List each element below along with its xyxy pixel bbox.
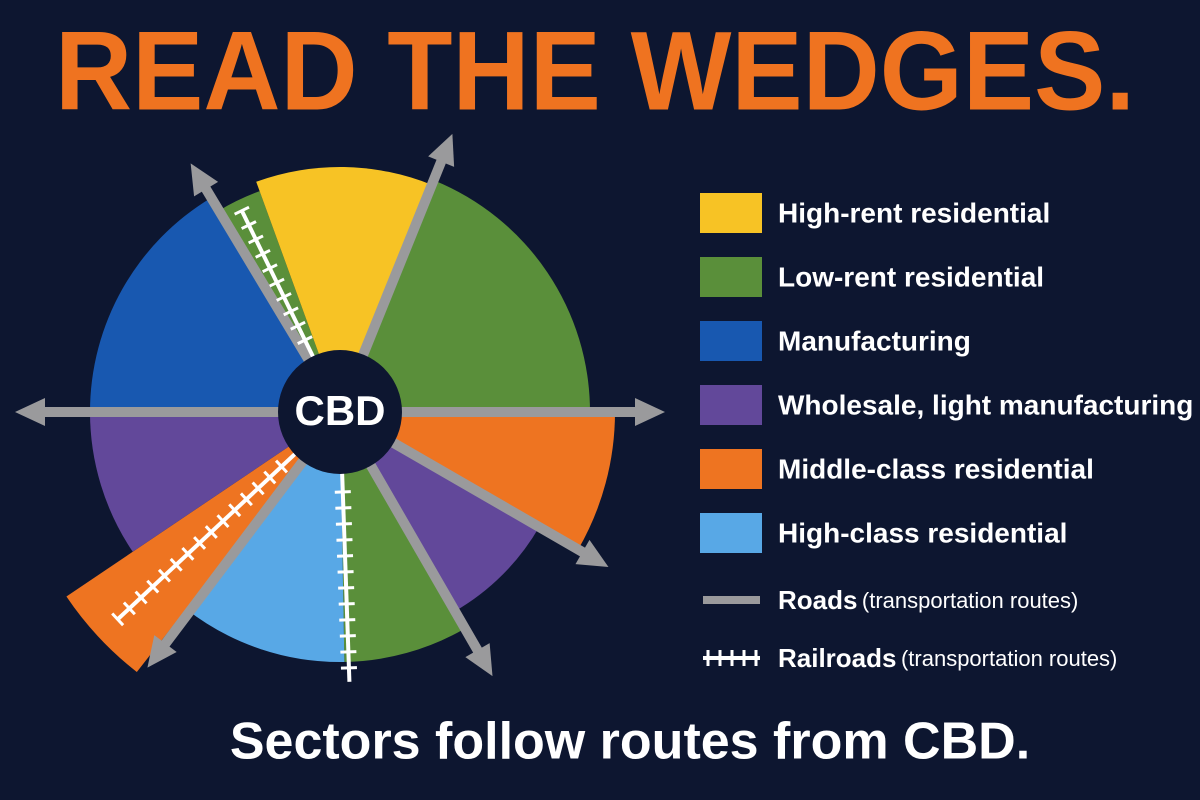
railroad-tie [240,220,257,230]
cbd-circle [278,350,402,474]
railroad-tie [334,490,351,494]
legend-route-label: Railroads [778,643,897,673]
railroad-tie [269,277,285,288]
legend-label: High-class residential [778,517,1067,548]
railroad-tie [263,470,277,485]
legend-label: Manufacturing [778,325,971,356]
legend-label: Wholesale, light manufacturing [778,389,1193,420]
railroad-tie [276,292,292,302]
railroad-tie [336,538,353,542]
road-arrow [15,398,45,426]
legend-swatch [700,449,762,489]
railroad-tie [169,557,183,572]
railroad-tie [146,579,160,594]
railroad-tie [204,525,218,539]
railroad-tie [111,612,125,627]
railroad-tie [233,205,250,216]
railroad-tie [216,514,230,528]
road-arrow [147,635,177,668]
legend-swatch [700,193,762,233]
railroad-tie [274,459,289,474]
railroad-tie [283,306,299,317]
railroad-tie [340,666,357,670]
railroad-tie [336,554,354,558]
sector [256,167,432,412]
railroad-tie [339,634,356,638]
railroad-tie [337,570,354,574]
title: READ THE WEDGES. [55,9,1135,134]
sector [340,180,590,412]
railroad-tie [228,503,242,518]
sector [186,412,345,662]
legend-swatch [700,385,762,425]
railroad-tie [122,601,136,616]
railroad-tie [340,650,357,654]
legend-label: High-rent residential [778,197,1050,228]
legend: High-rent residential Low-rent residentia… [700,193,1193,673]
legend-route-note: (transportation routes) [901,646,1117,671]
railroad-tie [262,263,278,274]
legend-swatch [700,257,762,297]
sector [90,197,340,412]
railroad-tie [339,618,356,622]
road-arrow [190,163,219,197]
caption: Sectors follow routes from CBD. [230,713,1030,771]
sector [340,412,540,612]
road-arrow [575,539,609,567]
railroad-tie [335,522,352,526]
railroad-tie [338,586,355,590]
railroad-tie [157,568,172,583]
railroad-tie [181,546,195,561]
road-arrow [428,133,455,167]
railroad-tie [134,590,148,605]
sector-diagram: CBD [15,133,665,682]
railroad-tie [254,248,271,259]
legend-swatch [700,513,762,553]
legend-swatch [700,321,762,361]
sector [90,412,340,552]
railroad-tie [251,481,265,496]
legend-route-label: Roads [778,585,857,615]
railroad-tie [193,536,207,550]
road-arrow [635,398,665,426]
railroad-tie [335,506,352,510]
railroad-tie [290,320,306,331]
railroad-tie [239,492,253,507]
legend-label: Middle-class residential [778,453,1094,484]
railroad-tie [338,602,355,606]
legend-route-note: (transportation routes) [862,588,1078,613]
legend-label: Low-rent residential [778,261,1044,292]
railroad-tie [247,234,264,245]
legend-label: Railroads (transportation routes) [778,643,1117,673]
road-arrow [465,643,493,677]
legend-label: Roads (transportation routes) [778,585,1078,615]
railroad-tie [297,335,313,345]
cbd-label: CBD [295,387,386,434]
